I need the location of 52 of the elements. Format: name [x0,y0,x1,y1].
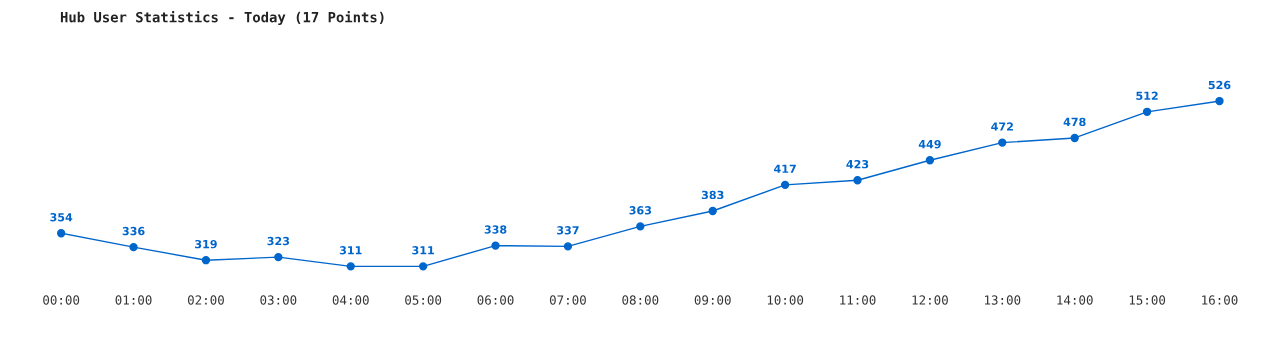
chart-title: Hub User Statistics - Today (17 Points) [60,10,384,26]
point [274,252,283,262]
point [346,262,355,271]
data-label: 417 [774,164,796,173]
x-tick-label: 06:00 [477,295,514,305]
x-tick-label: 02:00 [187,295,224,305]
point [491,241,500,250]
point [925,156,935,165]
data-label: 354 [50,213,73,222]
x-tick-label: 04:00 [332,295,369,305]
x-tick-label: 16:00 [1202,295,1238,305]
data-label: 363 [629,206,652,215]
x-tick-label: 14:00 [1057,295,1093,305]
x-tick-label: 10:00 [767,295,804,305]
x-tick-label: 08:00 [622,295,659,305]
data-label: 337 [557,226,579,235]
point [1215,96,1224,106]
data-label: 336 [122,226,145,236]
data-label: 449 [918,139,941,149]
x-tick-label: 11:00 [840,295,876,305]
point [636,222,645,231]
x-tick-label: 15:00 [1129,295,1166,305]
point [1142,107,1152,116]
data-label: 512 [1136,91,1158,100]
data-label: 319 [195,239,217,249]
data-label: 526 [1208,80,1231,90]
point [563,242,573,251]
data-label: 311 [412,246,434,255]
x-tick-label: 01:00 [115,295,152,305]
point [780,180,790,190]
x-tick-label: 00:00 [43,295,80,305]
point [56,229,66,238]
x-tick-label: 05:00 [405,295,442,305]
x-tick-label: 13:00 [984,295,1021,305]
data-label: 423 [846,159,869,169]
point [201,256,211,265]
point [708,206,717,216]
data-label: 323 [267,236,290,246]
point [418,262,428,271]
point [1070,133,1079,143]
data-label: 338 [484,225,507,234]
x-tick-label: 07:00 [549,295,586,305]
x-tick-label: 03:00 [260,295,297,305]
data-label: 472 [991,122,1013,131]
point [129,242,138,252]
data-label: 478 [1063,117,1086,127]
data-label: 383 [701,190,724,200]
x-tick-label: 12:00 [912,295,948,305]
x-tick-label: 09:00 [694,295,731,305]
point [853,176,862,185]
point [998,138,1007,147]
data-label: 311 [339,246,362,255]
